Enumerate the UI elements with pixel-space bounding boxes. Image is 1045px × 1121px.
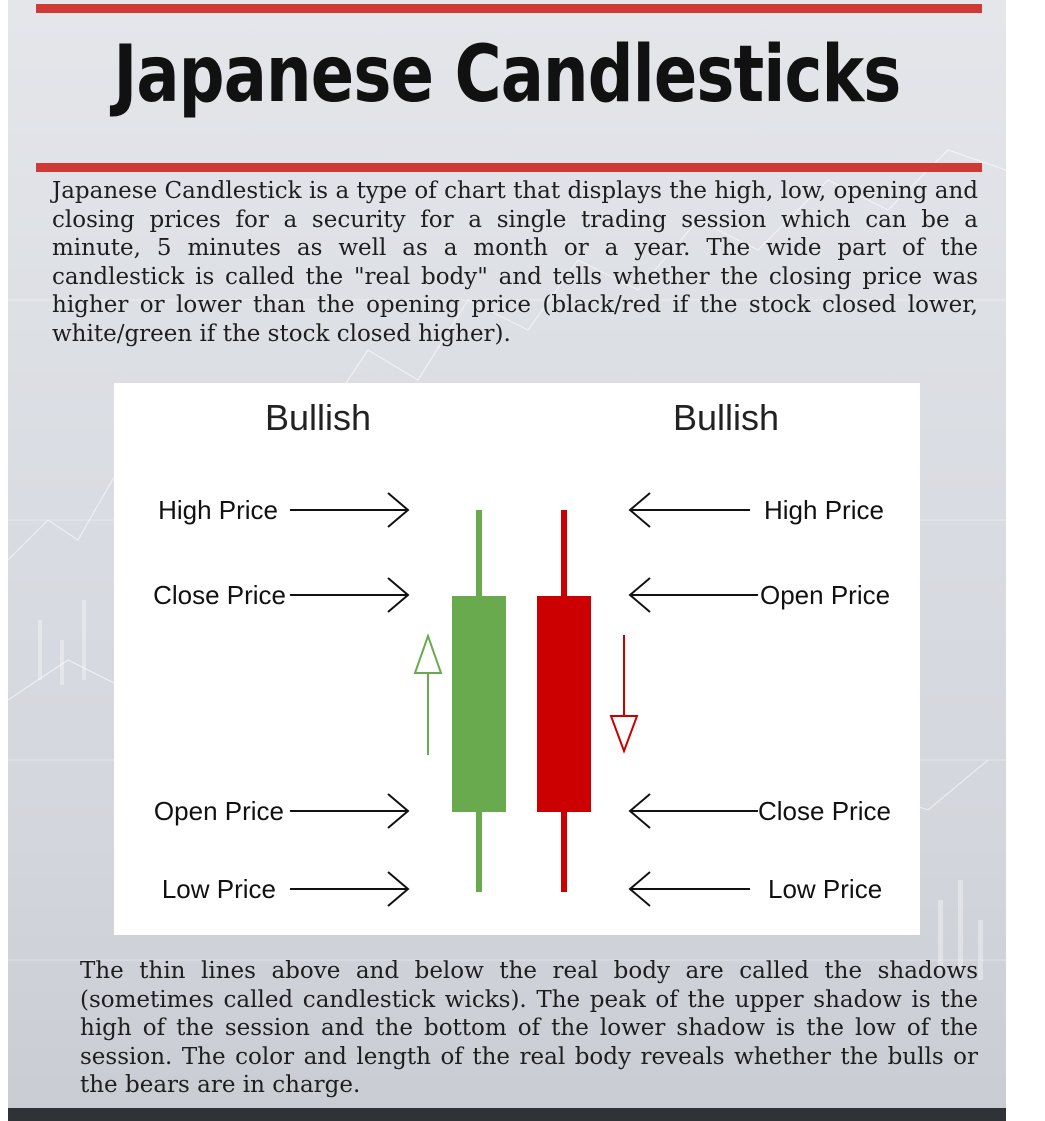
- right-label-close: Close Price: [758, 796, 891, 826]
- top-red-rule: [36, 4, 982, 13]
- left-label-high: High Price: [158, 495, 278, 525]
- left-arrow-close: [290, 577, 410, 613]
- bullish-lower-shadow: [476, 810, 482, 892]
- right-arrow-high: [628, 492, 750, 528]
- right-label-low: Low Price: [768, 874, 882, 904]
- left-arrow-open: [290, 793, 410, 829]
- bullish-real-body: [452, 596, 506, 812]
- bearish-upper-shadow: [561, 510, 567, 598]
- left-label-close: Close Price: [153, 580, 286, 610]
- bearish-candlestick: [537, 510, 591, 892]
- right-arrow-close: [628, 793, 758, 829]
- left-label-open: Open Price: [154, 796, 284, 826]
- page-title: Japanese Candlesticks: [113, 30, 901, 120]
- candlestick-diagram: Bullish Bullish High Price Close Price O…: [153, 397, 891, 907]
- bullish-upper-shadow: [476, 510, 482, 598]
- right-heading: Bullish: [673, 397, 779, 438]
- right-label-open: Open Price: [760, 580, 890, 610]
- right-arrow-low: [628, 871, 750, 907]
- title-underline-rule: [36, 163, 982, 172]
- left-label-low: Low Price: [162, 874, 276, 904]
- bullish-up-direction-icon: [413, 632, 443, 755]
- intro-paragraph: Japanese Candlestick is a type of chart …: [52, 178, 978, 347]
- bearish-lower-shadow: [561, 810, 567, 892]
- left-arrow-high: [290, 492, 410, 528]
- poster: Japanese Candlesticks Japanese Candlesti…: [8, 0, 1006, 1121]
- bearish-real-body: [537, 596, 591, 812]
- candlestick-diagram-panel: Bullish Bullish High Price Close Price O…: [114, 383, 920, 935]
- right-arrow-open: [628, 577, 758, 613]
- right-label-high: High Price: [764, 495, 884, 525]
- left-arrow-low: [290, 871, 410, 907]
- bullish-candlestick: [452, 510, 506, 892]
- closing-paragraph: The thin lines above and below the real …: [80, 958, 978, 1098]
- bottom-bar: [8, 1108, 1006, 1121]
- left-heading: Bullish: [265, 397, 371, 438]
- bearish-down-direction-icon: [609, 635, 639, 754]
